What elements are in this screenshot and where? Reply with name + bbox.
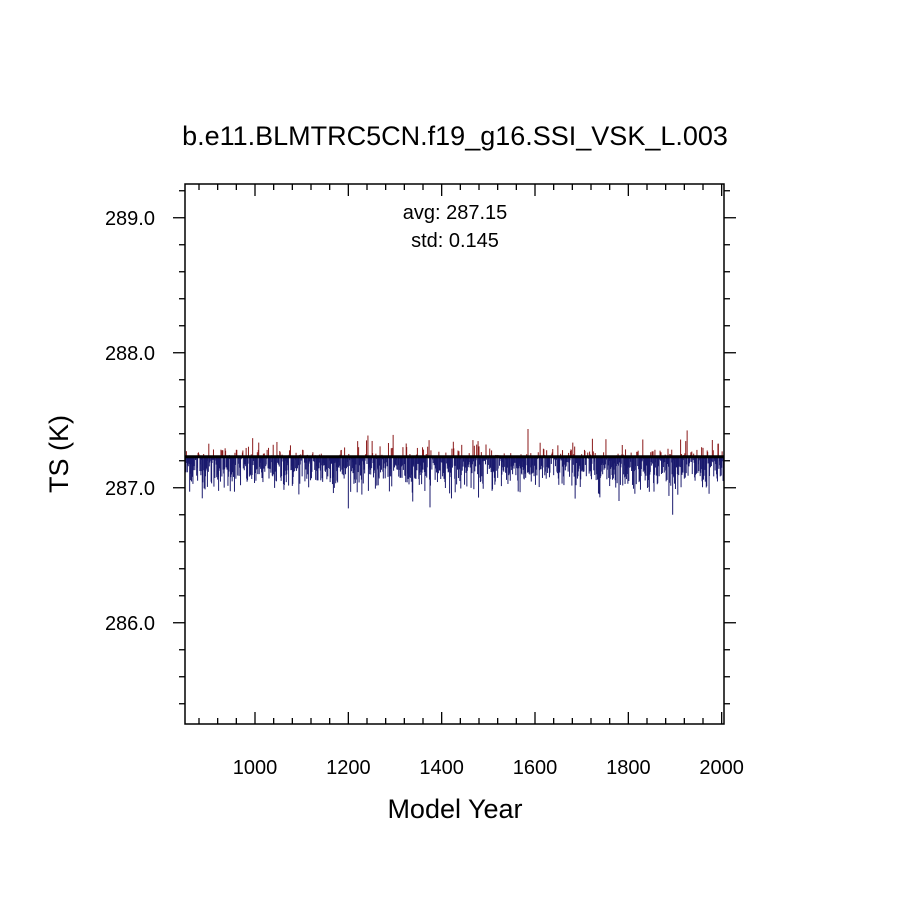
axis-tick-labels: 1000 1200 1400 1600 1800 2000 286.0 287.0 288.0 2… <box>105 208 744 779</box>
axis-ticks <box>173 184 736 724</box>
y-axis-label: TS (K) <box>44 415 74 493</box>
x-tick-label: 1400 <box>419 757 464 779</box>
y-tick-label: 288.0 <box>105 343 155 365</box>
x-tick-label: 1200 <box>326 757 371 779</box>
x-tick-label: 1800 <box>606 757 651 779</box>
y-tick-label: 287.0 <box>105 478 155 500</box>
x-axis-label: Model Year <box>387 794 522 824</box>
plot-frame <box>184 183 725 725</box>
y-tick-label: 289.0 <box>105 208 155 230</box>
x-tick-label: 2000 <box>699 757 744 779</box>
chart-title: b.e11.BLMTRC5CN.f19_g16.SSI_VSK_L.003 <box>182 121 728 151</box>
std-annotation: std: 0.145 <box>411 230 499 252</box>
avg-annotation: avg: 287.15 <box>403 202 508 224</box>
x-tick-label: 1600 <box>513 757 558 779</box>
data-bars <box>184 429 725 515</box>
x-tick-label: 1000 <box>233 757 278 779</box>
y-tick-label: 286.0 <box>105 613 155 635</box>
